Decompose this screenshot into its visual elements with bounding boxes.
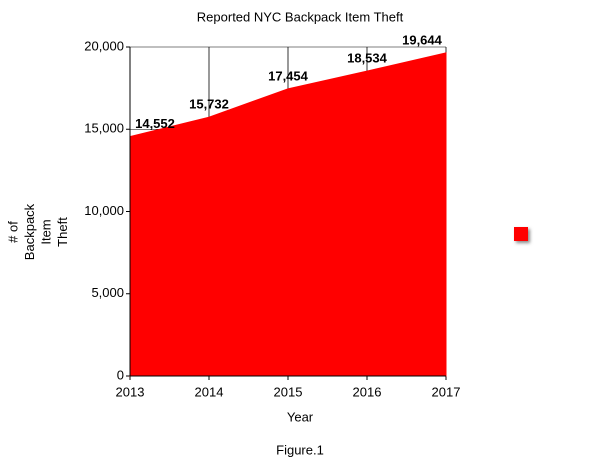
y-axis-label: Backpack bbox=[22, 203, 37, 260]
caption: Figure.1 bbox=[276, 442, 324, 457]
data-label: 14,552 bbox=[135, 116, 175, 131]
data-label: 19,644 bbox=[402, 32, 443, 47]
x-axis-label: Year bbox=[287, 409, 314, 424]
data-label: 15,732 bbox=[189, 97, 229, 112]
data-label: 17,454 bbox=[268, 68, 309, 83]
y-axis-label: Theft bbox=[55, 217, 70, 247]
x-tick-label: 2014 bbox=[195, 384, 224, 399]
y-tick-label: 0 bbox=[117, 367, 124, 382]
x-tick-label: 2017 bbox=[432, 384, 461, 399]
y-tick-label: 10,000 bbox=[84, 203, 124, 218]
y-axis-label: Item bbox=[38, 219, 53, 244]
x-tick-label: 2015 bbox=[274, 384, 303, 399]
area bbox=[129, 52, 447, 377]
x-tick-label: 2013 bbox=[116, 384, 145, 399]
y-tick-label: 15,000 bbox=[84, 121, 124, 136]
data-label: 18,534 bbox=[347, 51, 388, 66]
y-axis-label: # of bbox=[5, 221, 20, 243]
y-tick-label: 20,000 bbox=[84, 38, 124, 53]
legend-swatch bbox=[514, 227, 528, 241]
y-tick-label: 5,000 bbox=[91, 285, 124, 300]
x-tick-label: 2016 bbox=[353, 384, 382, 399]
chart-title: Reported NYC Backpack Item Theft bbox=[197, 9, 404, 24]
